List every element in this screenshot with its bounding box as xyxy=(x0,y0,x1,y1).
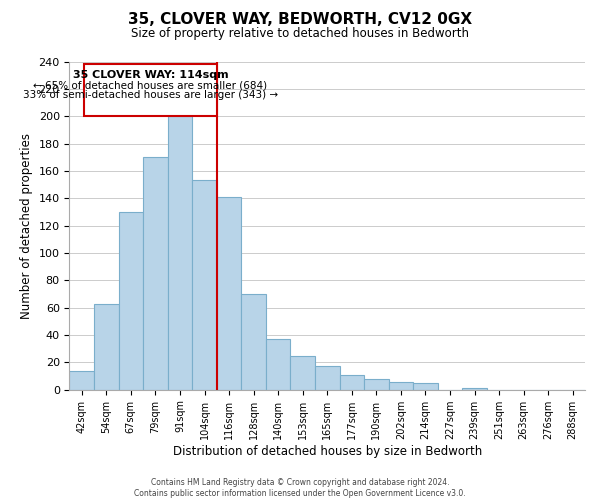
Text: ← 65% of detached houses are smaller (684): ← 65% of detached houses are smaller (68… xyxy=(34,80,268,90)
Bar xyxy=(241,294,266,390)
Bar xyxy=(340,374,364,390)
Y-axis label: Number of detached properties: Number of detached properties xyxy=(20,132,33,318)
Bar xyxy=(94,304,119,390)
Bar xyxy=(119,212,143,390)
Bar xyxy=(315,366,340,390)
Bar xyxy=(266,339,290,390)
Bar xyxy=(364,379,389,390)
Bar xyxy=(290,356,315,390)
Bar xyxy=(167,116,192,390)
FancyBboxPatch shape xyxy=(84,64,217,116)
Text: 33% of semi-detached houses are larger (343) →: 33% of semi-detached houses are larger (… xyxy=(23,90,278,100)
Text: Contains HM Land Registry data © Crown copyright and database right 2024.
Contai: Contains HM Land Registry data © Crown c… xyxy=(134,478,466,498)
Bar xyxy=(143,157,167,390)
Text: 35, CLOVER WAY, BEDWORTH, CV12 0GX: 35, CLOVER WAY, BEDWORTH, CV12 0GX xyxy=(128,12,472,28)
Text: Size of property relative to detached houses in Bedworth: Size of property relative to detached ho… xyxy=(131,28,469,40)
X-axis label: Distribution of detached houses by size in Bedworth: Distribution of detached houses by size … xyxy=(173,444,482,458)
Text: 35 CLOVER WAY: 114sqm: 35 CLOVER WAY: 114sqm xyxy=(73,70,229,80)
Bar xyxy=(217,197,241,390)
Bar xyxy=(192,180,217,390)
Bar xyxy=(70,370,94,390)
Bar xyxy=(413,383,438,390)
Bar xyxy=(389,382,413,390)
Bar xyxy=(462,388,487,390)
